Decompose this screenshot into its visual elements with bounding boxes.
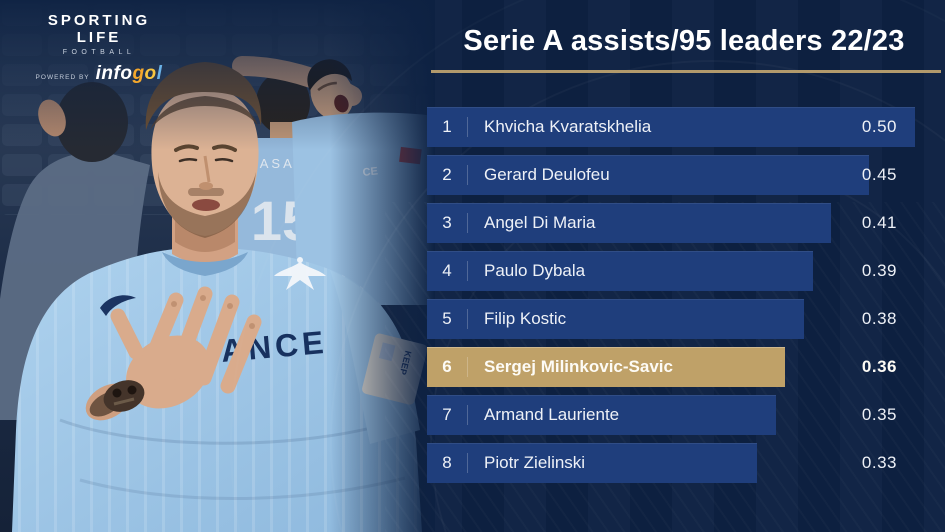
leaderboard-row: 7 Armand Lauriente 0.35: [427, 395, 945, 435]
photo-right-fade: [330, 0, 435, 532]
rank-label: 5: [442, 309, 452, 328]
rank-divider: [467, 357, 468, 377]
player-name: Khvicha Kvaratskhelia: [484, 117, 652, 136]
rank-label: 6: [442, 357, 452, 376]
value-label: 0.33: [861, 453, 897, 472]
main-player-hand: [85, 286, 262, 421]
value-label: 0.50: [861, 117, 897, 136]
leaderboard-row: 4 Paulo Dybala 0.39: [427, 251, 945, 291]
leaderboard: 1 Khvicha Kvaratskhelia 0.50 2 Gerard De…: [427, 107, 945, 491]
rank-label: 4: [442, 261, 452, 280]
infogol-info: info: [95, 63, 133, 84]
rank-label: 8: [442, 453, 452, 472]
value-label: 0.35: [861, 405, 897, 424]
logo-subtitle: FOOTBALL: [62, 49, 136, 56]
rank-divider: [467, 405, 468, 425]
club-crest-eagle: [274, 257, 326, 290]
kit-brand-logo: [100, 295, 136, 316]
value-label: 0.41: [861, 213, 897, 232]
leaderboard-row: 3 Angel Di Maria 0.41: [427, 203, 945, 243]
rank-divider: [467, 261, 468, 281]
powered-by-label: POWERED BY: [35, 74, 90, 81]
leaderboard-row: 8 Piotr Zielinski 0.33: [427, 443, 945, 483]
rank-divider: [467, 165, 468, 185]
rank-bar: 8 Piotr Zielinski: [427, 443, 757, 483]
player-photo-illustration: CASALE 15 CE: [0, 0, 435, 532]
rank-label: 1: [442, 117, 452, 136]
leaderboard-row: 1 Khvicha Kvaratskhelia 0.50: [427, 107, 945, 147]
infogol-logo: infogol: [96, 63, 163, 85]
player-name: Piotr Zielinski: [484, 453, 586, 472]
value-label: 0.39: [861, 261, 897, 280]
player-name: Angel Di Maria: [484, 213, 596, 232]
hand-skull-tattoo: [103, 380, 145, 412]
rank-label: 3: [442, 213, 452, 232]
value-label: 0.36: [861, 357, 897, 376]
rank-divider: [467, 453, 468, 473]
rank-bar: 1 Khvicha Kvaratskhelia: [427, 107, 915, 147]
infogol-l: l: [156, 63, 163, 84]
rank-bar: 4 Paulo Dybala: [427, 251, 813, 291]
leaderboard-panel: Serie A assists/95 leaders 22/23 1 Khvic…: [427, 0, 945, 532]
rank-bar: 2 Gerard Deulofeu: [427, 155, 869, 195]
page-title: Serie A assists/95 leaders 22/23: [463, 25, 905, 57]
rank-bar: 3 Angel Di Maria: [427, 203, 831, 243]
rank-label: 7: [442, 405, 452, 424]
rank-divider: [467, 117, 468, 137]
value-label: 0.45: [861, 165, 897, 184]
rank-divider: [467, 309, 468, 329]
rank-bar: 5 Filip Kostic: [427, 299, 804, 339]
logo-title: SPORTING LIFE: [47, 12, 151, 46]
leaderboard-row: 2 Gerard Deulofeu 0.45: [427, 155, 945, 195]
value-label: 0.38: [861, 309, 897, 328]
player-name: Filip Kostic: [484, 309, 567, 328]
sporting-life-logo: SPORTING LIFE FOOTBALL POWERED BY infogo…: [26, 12, 172, 85]
rank-label: 2: [442, 165, 452, 184]
rank-bar: 7 Armand Lauriente: [427, 395, 776, 435]
title-underline: [431, 70, 941, 73]
player-name: Sergej Milinkovic-Savic: [484, 357, 673, 376]
leaderboard-row: 5 Filip Kostic 0.38: [427, 299, 945, 339]
rank-divider: [467, 213, 468, 233]
player-name: Armand Lauriente: [484, 405, 620, 424]
rank-bar: 6 Sergej Milinkovic-Savic: [427, 347, 785, 387]
leaderboard-row: 6 Sergej Milinkovic-Savic 0.36: [427, 347, 945, 387]
infogol-g: g: [132, 63, 145, 84]
player-name: Gerard Deulofeu: [484, 165, 610, 184]
infogol-o: o: [144, 63, 157, 84]
player-name: Paulo Dybala: [484, 261, 586, 280]
